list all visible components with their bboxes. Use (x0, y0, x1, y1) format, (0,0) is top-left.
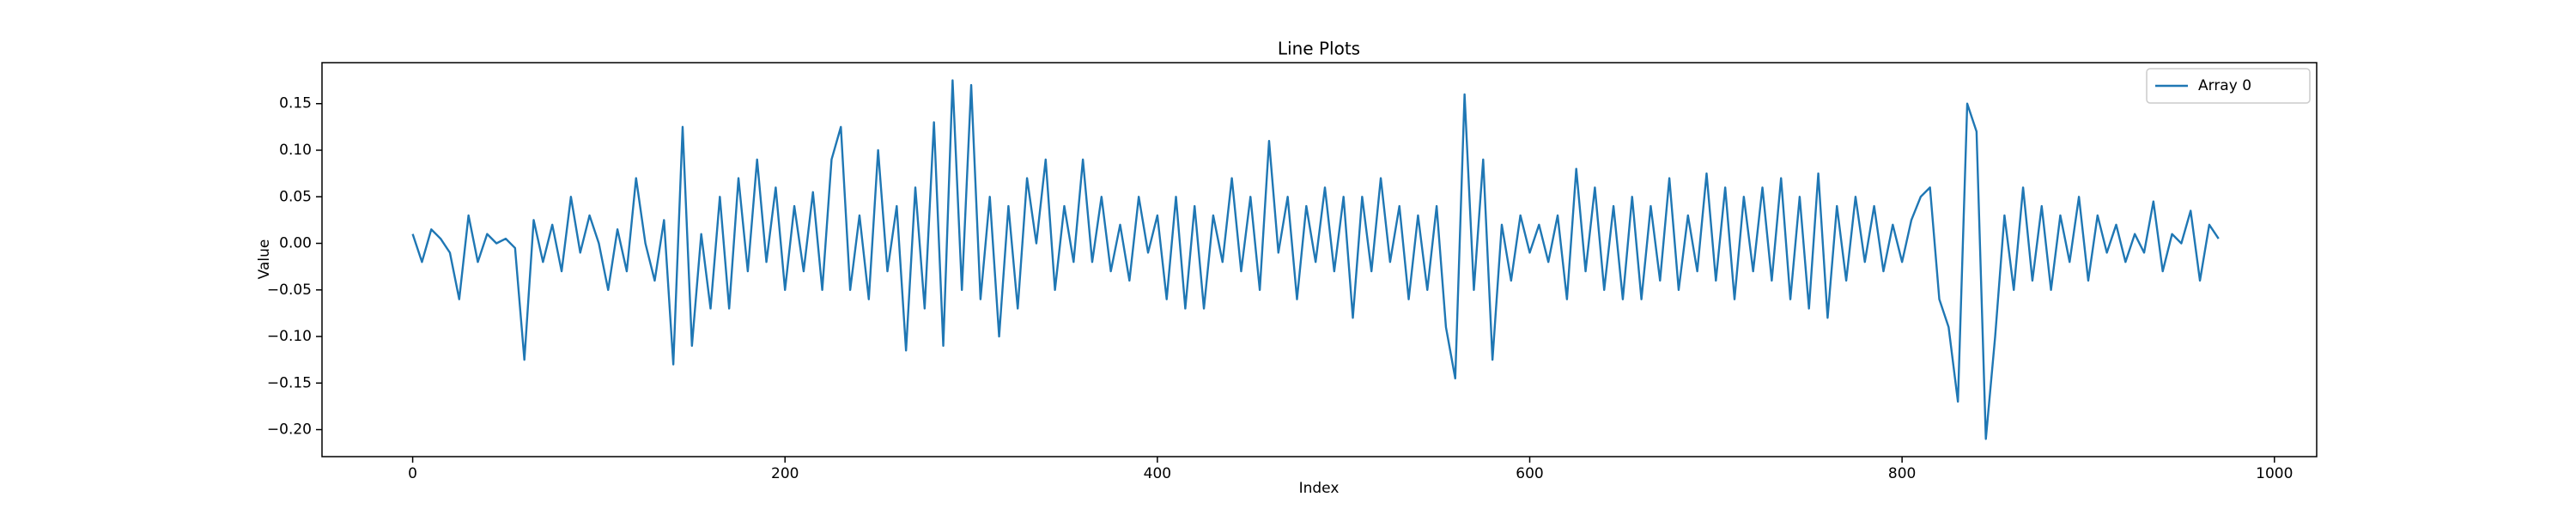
x-tick-label: 0 (408, 465, 417, 482)
data-line (411, 79, 2220, 440)
y-tick-label: −0.05 (267, 282, 312, 299)
y-tick-label: −0.20 (267, 421, 312, 439)
y-tick-label: 0.10 (279, 142, 312, 159)
y-tick-label: 0.00 (279, 235, 312, 252)
x-tick-label: 400 (1144, 465, 1171, 482)
legend-box (2146, 68, 2311, 104)
plot-frame (321, 62, 2318, 457)
y-tick-label: 0.05 (279, 188, 312, 205)
y-tick-label: −0.15 (267, 374, 312, 391)
x-tick-label: 200 (771, 465, 799, 482)
chart-title: Line Plots (1278, 39, 1360, 59)
x-tick-label: 600 (1516, 465, 1543, 482)
x-axis-label: Index (1299, 480, 1340, 497)
y-tick-label: −0.10 (267, 328, 312, 345)
x-tick-label: 800 (1888, 465, 1916, 482)
y-axis-label: Value (256, 239, 273, 280)
legend-label: Array 0 (2198, 77, 2251, 94)
x-tick-label: 1000 (2256, 465, 2293, 482)
y-tick-label: 0.15 (279, 95, 312, 112)
